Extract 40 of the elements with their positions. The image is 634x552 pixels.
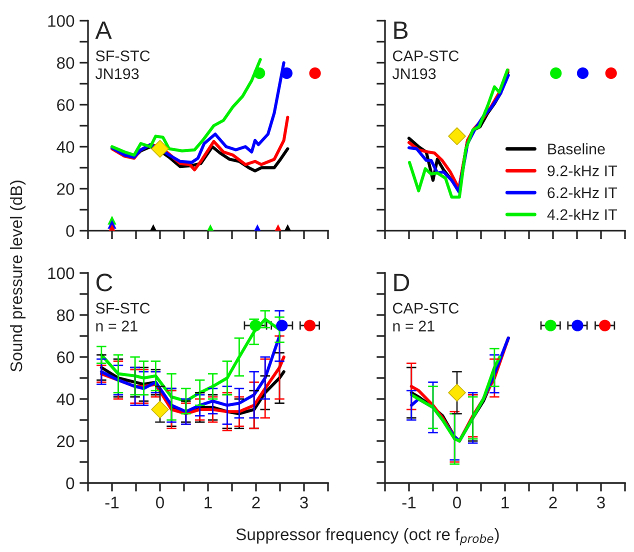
legend-label: 6.2-kHz IT	[548, 186, 618, 198]
y-tick-label: 0	[66, 477, 74, 490]
y-tick-label: 60	[57, 351, 74, 364]
y-tick-label: 40	[56, 141, 74, 153]
x-tick-label: 2	[252, 496, 260, 508]
legend-label: Baseline	[548, 143, 605, 154]
annotation: JN193	[392, 68, 436, 80]
annotation: SF-STC	[96, 302, 150, 314]
annotation: SF-STC	[96, 50, 150, 62]
y-tick-label: 0	[66, 225, 74, 237]
annotation: n = 21	[96, 320, 138, 332]
x-tick-label: -1	[402, 496, 416, 508]
annotation: CAP-STC	[392, 50, 459, 62]
y-tick-label: 100	[48, 267, 74, 280]
x-tick-label: 1	[204, 496, 212, 508]
annotation: CAP-STC	[392, 302, 459, 314]
x-tick-label: 2	[549, 496, 557, 508]
x-tick-label: 1	[502, 496, 509, 508]
y-tick-label: 80	[56, 309, 74, 322]
x-tick-label: 0	[453, 496, 461, 508]
x-tick-label: 3	[597, 496, 605, 508]
chart-title: D	[394, 274, 410, 292]
annotation: n = 21	[393, 320, 434, 332]
y-tick-label: 40	[56, 393, 74, 406]
annotation: JN193	[95, 68, 139, 80]
y-tick-label: 80	[56, 57, 74, 69]
chart-title: A	[95, 22, 112, 39]
y-axis-title: Sound pressure level (dB)	[10, 180, 26, 372]
chart-title: B	[394, 22, 408, 39]
legend-label: 9.2-kHz IT	[548, 165, 618, 176]
x-axis-title: Suppressor frequency (oct re f$_{probe}$)	[236, 528, 499, 546]
chart-title: C	[96, 274, 112, 292]
y-tick-label: 100	[48, 15, 74, 27]
x-tick-label: 3	[300, 496, 308, 508]
legend-label: 4.2-kHz IT	[547, 208, 618, 220]
x-tick-label: -1	[105, 496, 119, 508]
y-tick-label: 20	[57, 435, 74, 448]
x-tick-label: 0	[156, 496, 164, 508]
y-tick-label: 60	[57, 99, 74, 111]
y-tick-label: 20	[57, 183, 74, 195]
